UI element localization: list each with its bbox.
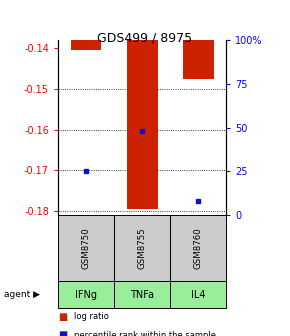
Bar bbox=[127, 40, 157, 209]
Text: GSM8750: GSM8750 bbox=[81, 227, 90, 269]
Text: TNFa: TNFa bbox=[130, 290, 154, 299]
Text: log ratio: log ratio bbox=[74, 312, 109, 321]
Text: agent ▶: agent ▶ bbox=[4, 290, 40, 299]
Bar bbox=[70, 40, 102, 50]
Text: ■: ■ bbox=[58, 330, 67, 336]
Text: GSM8760: GSM8760 bbox=[194, 227, 203, 269]
Text: GSM8755: GSM8755 bbox=[137, 227, 147, 269]
Text: GDS499 / 8975: GDS499 / 8975 bbox=[97, 32, 193, 45]
Bar bbox=[183, 40, 213, 79]
Text: percentile rank within the sample: percentile rank within the sample bbox=[74, 331, 216, 336]
Text: IFNg: IFNg bbox=[75, 290, 97, 299]
Text: ■: ■ bbox=[58, 312, 67, 322]
Text: IL4: IL4 bbox=[191, 290, 205, 299]
